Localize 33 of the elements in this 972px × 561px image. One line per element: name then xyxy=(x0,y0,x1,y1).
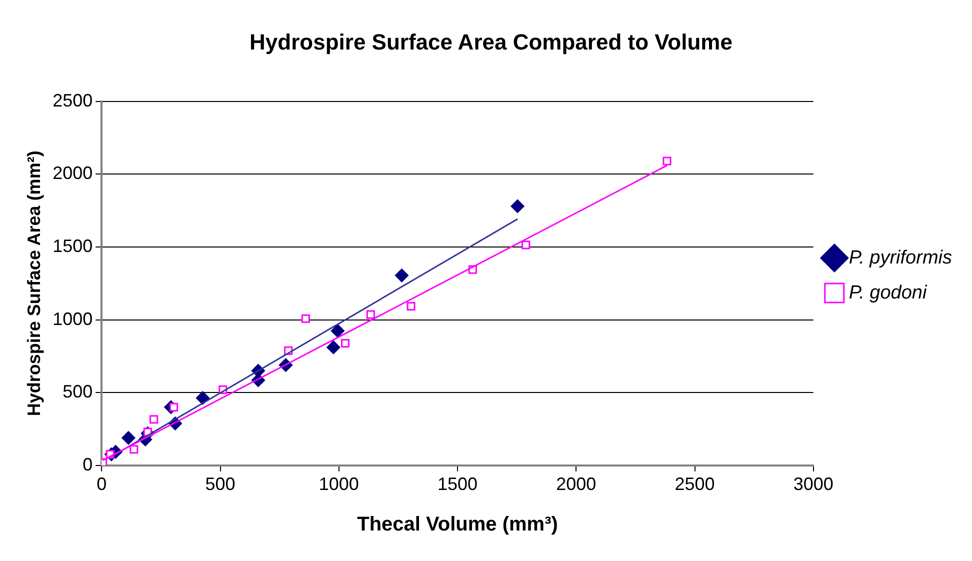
point xyxy=(662,156,672,166)
chart-title: Hydrospire Surface Area Compared to Volume xyxy=(250,29,732,54)
point xyxy=(150,415,158,424)
point xyxy=(169,402,178,412)
y-tick-label: 2000 xyxy=(52,163,93,184)
x-tick-label: 1000 xyxy=(318,474,359,494)
y-tick-label: 1500 xyxy=(52,236,93,256)
point xyxy=(122,431,136,445)
point xyxy=(330,324,344,338)
x-tick-label: 2000 xyxy=(556,474,596,494)
point xyxy=(395,268,409,282)
y-tick-label: 0 xyxy=(82,454,93,474)
point xyxy=(406,302,416,311)
x-tick-label: 2500 xyxy=(674,474,715,494)
x-axis-title: Thecal Volume (mm³) xyxy=(357,514,558,536)
point xyxy=(522,240,530,250)
point xyxy=(326,340,340,354)
y-tick-label: 2500 xyxy=(52,90,93,110)
point xyxy=(341,338,350,348)
legend-label: P. godoni xyxy=(848,282,928,304)
y-tick-label: 500 xyxy=(62,382,93,402)
x-tick-label: 500 xyxy=(205,474,236,494)
y-tick-label: 1000 xyxy=(52,308,93,329)
point xyxy=(130,445,138,454)
point xyxy=(196,391,210,405)
y-axis-title: Hydrospire Surface Area (mm²) xyxy=(24,150,44,416)
point xyxy=(301,314,310,323)
point xyxy=(510,199,524,213)
x-tick-label: 1500 xyxy=(437,474,478,494)
point xyxy=(366,310,375,319)
x-tick-label: 3000 xyxy=(793,474,834,494)
legend-label: P. pyriformis xyxy=(848,247,952,268)
x-tick-label: 0 xyxy=(96,474,107,494)
